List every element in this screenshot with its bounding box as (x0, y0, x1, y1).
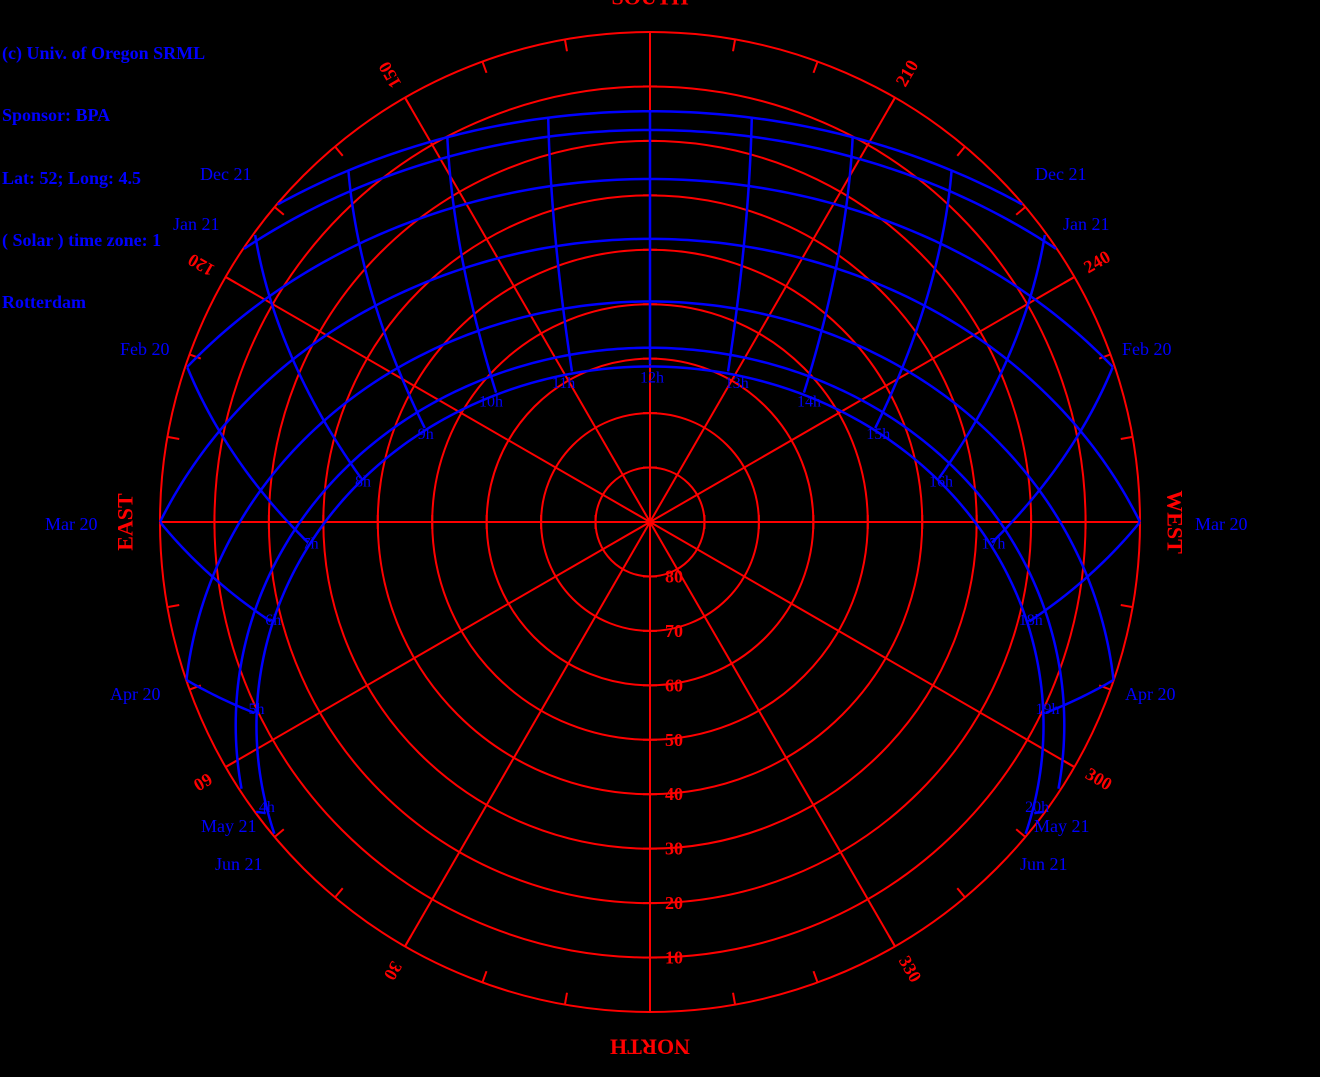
azimuth-label: 330 (895, 952, 926, 985)
azimuth-label: 300 (1082, 764, 1115, 795)
azimuth-tick (275, 207, 284, 215)
azimuth-tick (167, 437, 179, 439)
hour-label: 20h (1025, 799, 1049, 816)
azimuth-tick (565, 39, 567, 51)
hour-label: 16h (929, 473, 953, 490)
azimuth-tick (1016, 207, 1025, 215)
hour-label: 11h (552, 375, 575, 392)
azimuth-tick (275, 829, 284, 837)
month-label: Dec 21 (1035, 164, 1086, 184)
hour-label: 12h (640, 369, 664, 386)
azimuth-tick (335, 147, 343, 156)
azimuth-tick (482, 971, 486, 982)
azimuth-label: 60 (190, 769, 216, 795)
hour-label: 17h (981, 535, 1005, 552)
cardinal-label: NORTH (610, 1035, 690, 1060)
azimuth-tick (405, 936, 411, 946)
month-label: Jun 21 (215, 854, 263, 874)
hour-label: 14h (797, 394, 821, 411)
month-label: Feb 20 (120, 339, 170, 359)
azimuth-tick (226, 761, 236, 767)
azimuth-tick (813, 971, 817, 982)
azimuth-label: 30 (380, 958, 406, 984)
hour-label: 5h (248, 701, 264, 718)
azimuth-tick (1121, 605, 1133, 607)
azimuth-tick (167, 605, 179, 607)
hour-label: 19h (1036, 701, 1060, 718)
azimuth-tick (1064, 761, 1074, 767)
altitude-label: 40 (665, 784, 683, 804)
month-label: May 21 (201, 816, 257, 836)
azimuth-tick (733, 993, 735, 1005)
azimuth-tick (405, 98, 411, 108)
hour-label: 4h (259, 799, 275, 816)
cardinal-label: EAST (112, 493, 137, 551)
cardinal-label: WEST (1163, 490, 1188, 554)
azimuth-tick (733, 39, 735, 51)
hour-label: 6h (265, 612, 281, 629)
altitude-label: 30 (665, 839, 683, 859)
altitude-label: 20 (665, 893, 683, 913)
azimuth-tick (957, 888, 965, 897)
month-label: May 21 (1034, 816, 1090, 836)
month-label: Apr 20 (1125, 684, 1176, 704)
hour-label: 13h (725, 375, 749, 392)
chart-container: (c) Univ. of Oregon SRML Sponsor: BPA La… (0, 0, 1320, 1077)
month-label: Jan 21 (1063, 214, 1110, 234)
altitude-label: 60 (665, 675, 683, 695)
azimuth-tick (957, 147, 965, 156)
month-label: Mar 20 (45, 514, 98, 534)
altitude-label: 80 (665, 566, 683, 586)
hour-label: 8h (355, 473, 371, 490)
azimuth-tick (1064, 277, 1074, 283)
hour-label: 7h (303, 535, 319, 552)
azimuth-tick (1121, 437, 1133, 439)
month-label: Mar 20 (1195, 514, 1248, 534)
azimuth-tick (813, 62, 817, 73)
hour-label: 10h (479, 394, 503, 411)
month-label: Jan 21 (173, 214, 220, 234)
azimuth-tick (565, 993, 567, 1005)
month-label: Apr 20 (110, 684, 161, 704)
month-label: Jun 21 (1020, 854, 1068, 874)
altitude-label: 70 (665, 621, 683, 641)
azimuth-tick (1016, 829, 1025, 837)
hour-label: 9h (418, 426, 434, 443)
azimuth-tick (482, 62, 486, 73)
hour-label: 18h (1019, 612, 1043, 629)
hour-label: 15h (866, 426, 890, 443)
azimuth-label: 210 (892, 56, 923, 89)
month-label: Feb 20 (1122, 339, 1172, 359)
month-label: Dec 21 (200, 164, 251, 184)
altitude-label: 10 (665, 948, 683, 968)
azimuth-label: 240 (1080, 246, 1113, 277)
azimuth-tick (335, 888, 343, 897)
sunpath-svg: 10 20 30 40 50 60 70 80 30 60 120 150 210 240 300 330 SO… (0, 0, 1320, 1077)
azimuth-label: 120 (184, 250, 217, 281)
azimuth-tick (226, 277, 236, 283)
azimuth-tick (889, 98, 895, 108)
azimuth-tick (889, 936, 895, 946)
altitude-label: 50 (665, 730, 683, 750)
cardinal-label: SOUTH (611, 0, 688, 9)
azimuth-label: 150 (374, 58, 405, 91)
